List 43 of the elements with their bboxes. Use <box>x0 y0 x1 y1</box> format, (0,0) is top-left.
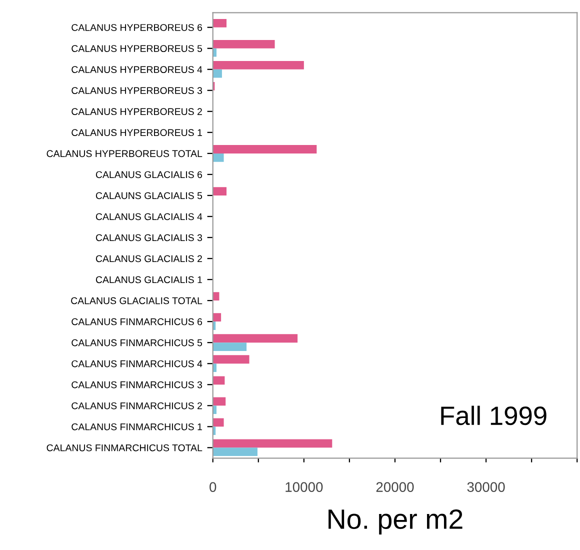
y-tick-label: CALAUNS GLACIALIS 5 <box>96 192 202 200</box>
y-tick-label: CALANUS FINMARCHICUS 6 <box>72 318 202 326</box>
y-tick-label: CALANUS FINMARCHICUS 3 <box>72 381 202 388</box>
bar <box>212 334 298 343</box>
y-tick-label: CALANUS HYPERBOREUS 5 <box>72 45 202 52</box>
x-tick-label: 0 <box>210 482 216 492</box>
x-tick-label: 20000 <box>376 482 414 492</box>
y-tick-label: CALANUS HYPERBOREUS 2 <box>72 108 202 116</box>
bar <box>212 376 225 385</box>
x-tick-label: 30000 <box>467 482 505 492</box>
bar <box>212 145 317 154</box>
y-tick-label: CALANUS HYPERBOREUS TOTAL <box>46 150 202 158</box>
y-tick-label: CALANUS HYPERBOREUS 3 <box>72 87 202 94</box>
bar <box>212 439 332 448</box>
bar <box>212 69 222 78</box>
y-tick-label: CALANUS HYPERBOREUS 6 <box>72 24 202 31</box>
bar <box>212 355 250 364</box>
y-tick-label: CALANUS FINMARCHICUS 1 <box>72 423 202 430</box>
bar <box>212 187 227 196</box>
bar <box>212 418 224 427</box>
y-tick-label: CALANUS GLACIALIS 6 <box>96 171 202 178</box>
bar <box>212 448 258 456</box>
y-tick-label: CALANUS FINMARCHICUS 5 <box>72 339 202 346</box>
annotation: Fall 1999 <box>441 406 546 426</box>
y-tick-label: CALANUS HYPERBOREUS 1 <box>72 129 202 136</box>
y-tick-label: CALANUS GLACIALIS 3 <box>96 234 202 242</box>
y-tick-label: CALANUS GLACIALIS 1 <box>96 276 202 284</box>
bar <box>212 153 224 162</box>
x-axis-title: No. per m2 <box>328 509 462 534</box>
y-tick-label: CALANUS FINMARCHICUS 2 <box>72 402 202 410</box>
bar <box>212 342 247 351</box>
x-tick-label: 10000 <box>286 482 323 492</box>
bar <box>212 18 227 28</box>
bar <box>212 40 275 48</box>
bar <box>212 313 222 322</box>
y-tick-label: CALANUS FINMARCHICUS 4 <box>72 360 202 368</box>
bar <box>212 60 304 70</box>
y-tick-label: CALANUS FINMARCHICUS TOTAL <box>46 444 202 452</box>
bar <box>212 397 226 406</box>
y-tick-label: CALANUS GLACIALIS 4 <box>96 213 202 220</box>
y-tick-label: CALANUS HYPERBOREUS 4 <box>72 66 202 74</box>
y-tick-label: CALANUS GLACIALIS 2 <box>96 255 202 262</box>
y-tick-label: CALANUS GLACIALIS TOTAL <box>71 297 202 304</box>
